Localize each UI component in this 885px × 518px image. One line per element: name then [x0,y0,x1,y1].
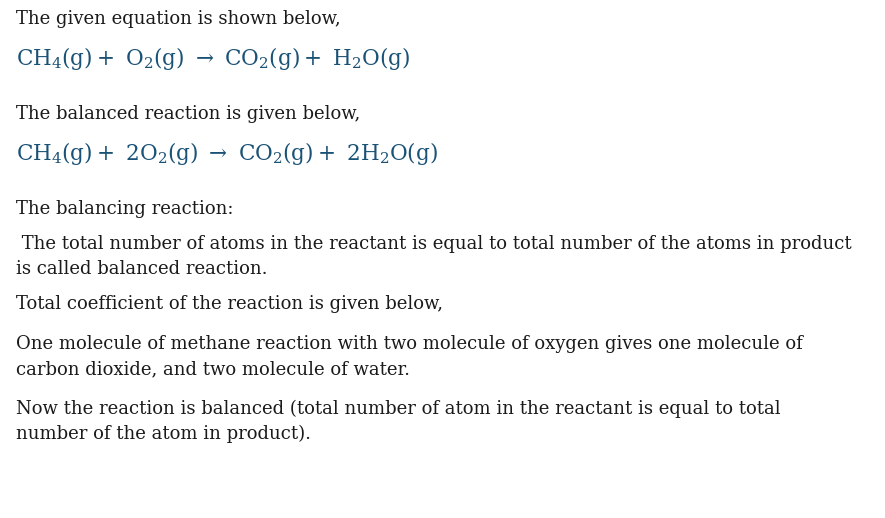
Text: Total coefficient of the reaction is given below,: Total coefficient of the reaction is giv… [16,295,442,313]
Text: $\mathregular{CH_4(g)+\ O_2(g)\ \rightarrow\ CO_2(g)+\ H_2O(g)}$: $\mathregular{CH_4(g)+\ O_2(g)\ \rightar… [16,45,411,72]
Text: One molecule of methane reaction with two molecule of oxygen gives one molecule : One molecule of methane reaction with tw… [16,335,803,353]
Text: Now the reaction is balanced (total number of atom in the reactant is equal to t: Now the reaction is balanced (total numb… [16,400,781,418]
Text: carbon dioxide, and two molecule of water.: carbon dioxide, and two molecule of wate… [16,360,410,378]
Text: number of the atom in product).: number of the atom in product). [16,425,311,443]
Text: The total number of atoms in the reactant is equal to total number of the atoms : The total number of atoms in the reactan… [16,235,851,253]
Text: The balanced reaction is given below,: The balanced reaction is given below, [16,105,360,123]
Text: The given equation is shown below,: The given equation is shown below, [16,10,341,28]
Text: is called balanced reaction.: is called balanced reaction. [16,260,267,278]
Text: $\mathregular{CH_4(g)+\ 2O_2(g)\ \rightarrow\ CO_2(g)+\ 2H_2O(g)}$: $\mathregular{CH_4(g)+\ 2O_2(g)\ \righta… [16,140,438,167]
Text: The balancing reaction:: The balancing reaction: [16,200,234,218]
